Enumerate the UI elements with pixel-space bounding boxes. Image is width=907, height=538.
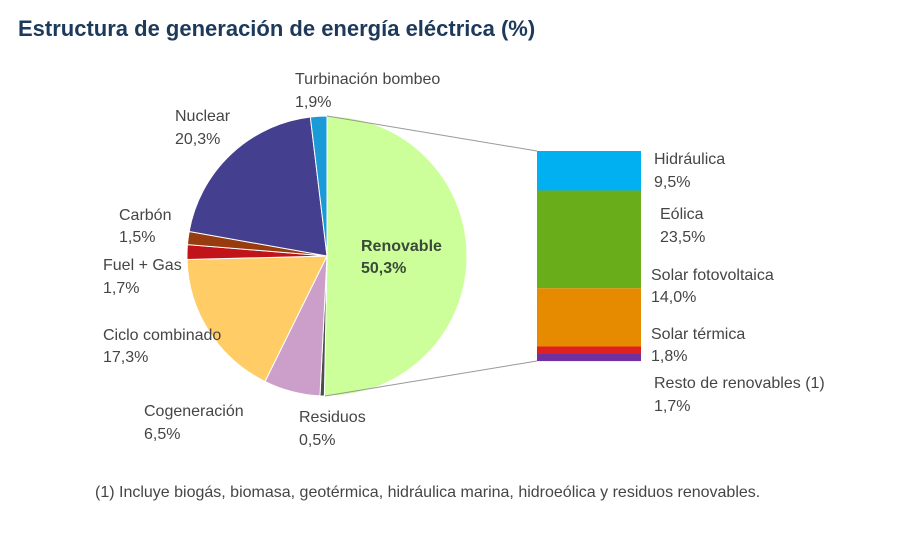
segment-label: Hidráulica xyxy=(654,151,725,168)
segment-value: 14,0% xyxy=(651,289,696,306)
bar-segment xyxy=(537,346,641,355)
slice-label: Ciclo combinado xyxy=(103,327,221,344)
segment-label: Solar térmica xyxy=(651,326,745,343)
slice-value: 17,3% xyxy=(103,349,148,366)
pie-slice xyxy=(186,255,328,383)
segment-label: Resto de renovables (1) xyxy=(654,375,825,392)
bar-segment xyxy=(537,288,641,347)
slice-label: Carbón xyxy=(119,207,171,224)
slice-value: 1,7% xyxy=(103,280,139,297)
bar-segment xyxy=(537,354,641,362)
slice-label: Fuel + Gas xyxy=(103,257,182,274)
segment-value: 1,7% xyxy=(654,398,690,415)
slice-label: Turbinación bombeo xyxy=(295,71,440,88)
slice-value: 0,5% xyxy=(299,432,335,449)
segment-value: 23,5% xyxy=(660,229,705,246)
connector xyxy=(324,360,538,397)
segment-label: Eólica xyxy=(660,206,704,223)
slice-label: Nuclear xyxy=(175,108,231,125)
footnote: (1) Incluye biogás, biomasa, geotérmica,… xyxy=(95,484,760,501)
pie-slice xyxy=(323,115,468,397)
bar-segment xyxy=(537,190,641,289)
slice-value: 20,3% xyxy=(175,131,220,148)
segment-value: 9,5% xyxy=(654,174,690,191)
connector xyxy=(326,115,538,152)
slice-value: 1,5% xyxy=(119,229,155,246)
slice-value: 50,3% xyxy=(361,260,406,277)
segment-label: Solar fotovoltaica xyxy=(651,267,774,284)
bar-segment xyxy=(537,151,641,191)
chart-title: Estructura de generación de energía eléc… xyxy=(18,16,535,41)
slice-label: Residuos xyxy=(299,409,366,426)
slice-label: Renovable xyxy=(361,238,442,255)
slice-value: 1,9% xyxy=(295,94,331,111)
pie-slice xyxy=(188,116,328,257)
slice-value: 6,5% xyxy=(144,426,180,443)
segment-value: 1,8% xyxy=(651,348,687,365)
slice-label: Cogeneración xyxy=(144,403,244,420)
pie-slice xyxy=(309,115,328,257)
